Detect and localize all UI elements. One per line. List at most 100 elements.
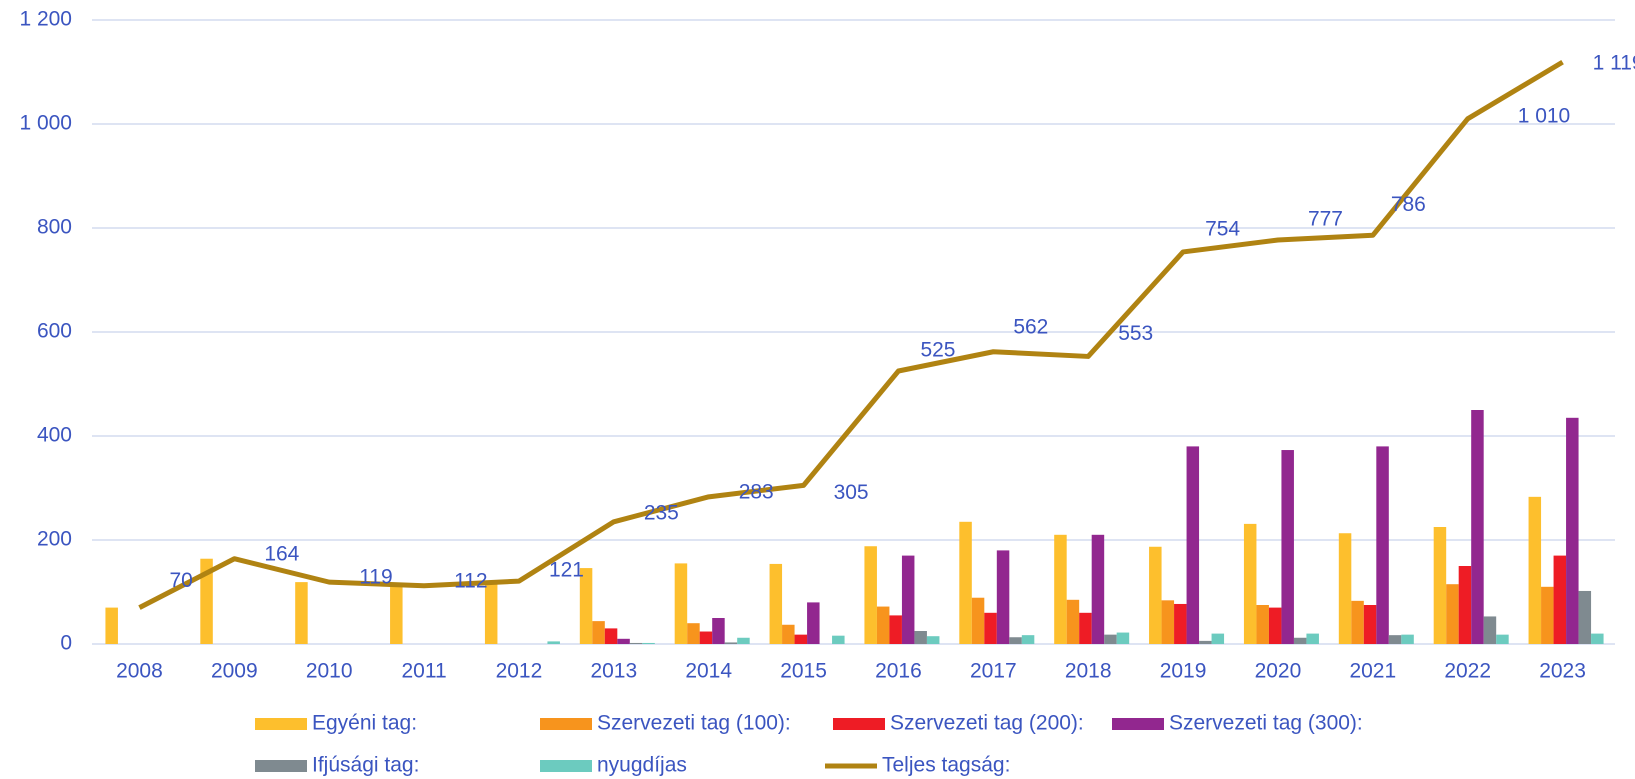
bar: [971, 597, 985, 644]
bar: [484, 581, 498, 644]
bar: [1566, 417, 1579, 644]
bar: [769, 563, 783, 644]
bar: [807, 602, 820, 644]
data-label: 525: [920, 339, 955, 362]
bar: [1066, 599, 1080, 644]
legend-swatch: [540, 760, 592, 772]
bar: [1483, 616, 1497, 644]
bar: [1054, 534, 1067, 644]
y-tick-label: 600: [37, 320, 72, 343]
legend-swatch: [833, 718, 885, 730]
y-tick-label: 400: [37, 424, 72, 447]
x-tick-label: 2016: [875, 660, 922, 683]
bar: [1433, 527, 1447, 644]
bar: [959, 521, 972, 644]
data-label: 70: [169, 569, 192, 592]
bar: [1186, 446, 1200, 644]
bar: [889, 615, 902, 644]
data-label: 164: [264, 542, 299, 565]
y-tick-label: 0: [60, 632, 72, 655]
x-tick-label: 2015: [780, 660, 827, 683]
bar: [1009, 637, 1022, 644]
bar: [105, 607, 118, 644]
bar: [1496, 634, 1509, 644]
x-tick-label: 2008: [116, 660, 163, 683]
data-label: 112: [454, 569, 487, 592]
x-tick-label: 2009: [211, 660, 258, 683]
x-tick-label: 2018: [1065, 660, 1112, 683]
bar: [1458, 566, 1472, 644]
bar: [629, 642, 643, 644]
data-label: 305: [834, 481, 869, 504]
bar: [699, 631, 713, 644]
legend-swatch: [540, 718, 592, 730]
bar: [984, 612, 997, 644]
legend-label: Szervezeti tag (300):: [1169, 712, 1363, 735]
bar: [724, 642, 738, 644]
x-tick-label: 2010: [306, 660, 353, 683]
bar: [832, 635, 845, 644]
y-tick-label: 200: [37, 528, 72, 551]
bar: [295, 582, 308, 644]
bar: [1149, 546, 1162, 644]
bar: [1021, 635, 1035, 644]
bar: [926, 636, 940, 644]
bar: [1388, 635, 1402, 644]
bar: [1104, 634, 1117, 644]
data-label: 553: [1118, 322, 1153, 345]
data-label: 777: [1308, 208, 1343, 231]
data-label: 1 010: [1518, 104, 1571, 127]
bar: [1363, 605, 1377, 644]
bar: [592, 621, 605, 644]
legend-label: nyugdíjas: [597, 754, 687, 777]
legend-swatch: [255, 760, 307, 772]
bar: [390, 585, 403, 644]
x-tick-label: 2022: [1444, 660, 1491, 683]
bar: [1293, 637, 1307, 644]
bar: [901, 555, 915, 644]
bar: [642, 642, 655, 644]
bar: [1091, 534, 1105, 644]
x-tick-label: 2013: [590, 660, 637, 683]
data-label: 754: [1205, 217, 1240, 240]
x-tick-label: 2017: [970, 660, 1017, 683]
legend-label: Szervezeti tag (200):: [890, 712, 1084, 735]
data-label: 786: [1391, 193, 1426, 216]
bar: [200, 558, 213, 644]
bar: [737, 637, 750, 644]
data-label: 235: [644, 501, 679, 524]
legend-swatch: [1112, 718, 1164, 730]
bar: [579, 568, 593, 644]
y-tick-label: 1 000: [19, 112, 72, 135]
total-line: [138, 59, 1564, 610]
data-label: 119: [359, 566, 392, 589]
x-tick-label: 2014: [685, 660, 732, 683]
bar: [864, 546, 877, 644]
y-tick-label: 800: [37, 216, 72, 239]
x-tick-label: 2011: [401, 660, 446, 683]
bar: [1401, 634, 1414, 644]
bar: [1376, 446, 1389, 644]
bar: [1174, 603, 1187, 644]
bar: [1471, 410, 1484, 644]
x-tick-label: 2019: [1160, 660, 1207, 683]
bar: [876, 606, 890, 644]
legend-swatch: [255, 718, 307, 730]
legend-label: Egyéni tag:: [312, 712, 417, 735]
data-label: 283: [739, 480, 774, 503]
x-tick-label: 2023: [1539, 660, 1586, 683]
legend-label: Ifjúsági tag:: [312, 754, 419, 777]
bar: [547, 641, 560, 644]
data-label: 121: [549, 559, 584, 582]
x-tick-label: 2020: [1255, 660, 1302, 683]
bar: [1306, 633, 1319, 644]
legend-label: Teljes tagság:: [882, 754, 1010, 777]
data-label: 562: [1013, 315, 1048, 338]
bar: [687, 623, 700, 644]
bar: [996, 550, 1010, 644]
y-tick-label: 1 200: [19, 8, 72, 31]
x-tick-label: 2012: [496, 660, 543, 683]
bar: [1351, 600, 1364, 644]
bar: [1199, 640, 1212, 644]
